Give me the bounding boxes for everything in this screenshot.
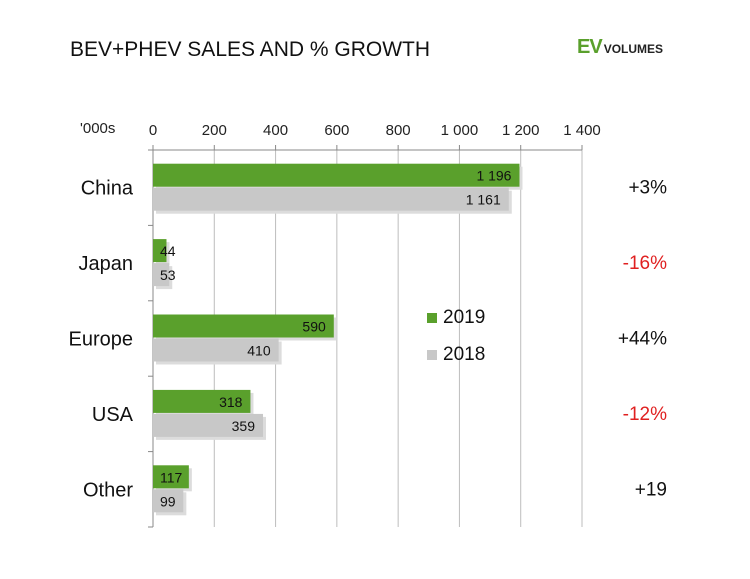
category-label: USA	[92, 404, 134, 426]
data-label: 53	[160, 267, 176, 283]
ev-volumes-logo: EV VOLUMES	[577, 36, 663, 59]
category-label: Japan	[79, 253, 134, 275]
growth-label: -12%	[623, 404, 667, 425]
growth-label: -16%	[623, 253, 667, 274]
bar-2018	[153, 489, 184, 513]
logo-ev-text: EV	[577, 36, 603, 58]
bar-2018	[153, 413, 264, 437]
x-tick-label: 1 400	[563, 122, 601, 139]
bar-2019	[153, 163, 520, 187]
growth-label: +44%	[618, 329, 667, 350]
bar-2018	[153, 338, 279, 362]
legend-swatch-2019	[427, 313, 437, 323]
bar-2019	[153, 465, 189, 489]
x-tick-label: 1 200	[502, 122, 540, 139]
data-label: 410	[247, 343, 271, 359]
unit-label: '000s	[80, 120, 115, 137]
growth-label: +3%	[628, 178, 667, 199]
bar-2019	[153, 389, 251, 413]
legend-swatch-2018	[427, 350, 437, 360]
data-label: 318	[219, 394, 243, 410]
chart-title: BEV+PHEV SALES AND % GROWTH	[70, 38, 431, 61]
legend-label: 2019	[443, 307, 485, 328]
data-label: 359	[232, 418, 256, 434]
legend-label: 2018	[443, 344, 485, 365]
logo-volumes-text: VOLUMES	[603, 42, 664, 56]
data-label: 99	[160, 493, 176, 509]
x-tick-label: 200	[202, 122, 227, 139]
x-tick-label: 0	[149, 122, 157, 139]
x-tick-label: 600	[324, 122, 349, 139]
data-label: 590	[302, 319, 326, 335]
bar-2018	[153, 187, 509, 211]
category-label: Europe	[69, 329, 134, 351]
category-label: Other	[83, 479, 133, 501]
x-tick-label: 800	[386, 122, 411, 139]
bar-2019	[153, 314, 334, 338]
data-label: 1 161	[466, 192, 501, 208]
data-label: 44	[160, 243, 176, 259]
data-label: 1 196	[476, 168, 511, 184]
category-label: China	[81, 178, 134, 200]
bar-2019	[153, 239, 167, 263]
x-tick-label: 1 000	[441, 122, 479, 139]
bar-2018	[153, 263, 170, 287]
data-label: 117	[160, 469, 183, 485]
growth-label: +19	[635, 479, 667, 500]
x-tick-label: 400	[263, 122, 288, 139]
